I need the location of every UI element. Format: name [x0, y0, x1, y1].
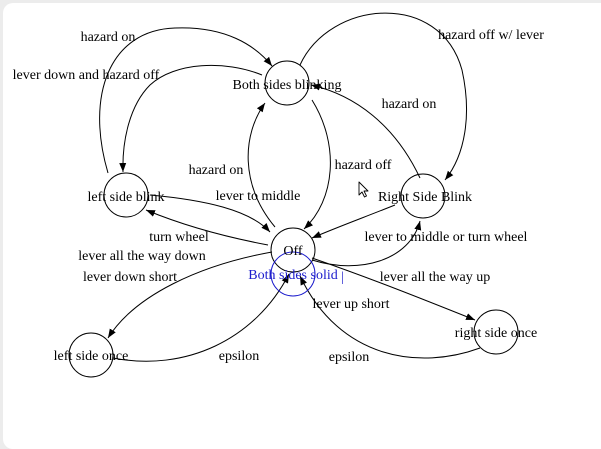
text-caret: |	[341, 270, 344, 285]
edge-left-blink-to-off[interactable]	[149, 194, 271, 233]
state-label-right-blink: Right Side Blink	[378, 190, 472, 205]
transition-label-hazard-on-center: hazard on	[189, 163, 244, 178]
state-label-left-once: left side once	[54, 349, 129, 364]
edge-both-blinking-to-right-blink[interactable]	[299, 12, 467, 181]
state-both-solid[interactable]	[270, 251, 316, 297]
state-off[interactable]	[270, 227, 316, 273]
transition-label-hazard-off-lever: hazard off w/ lever	[438, 28, 544, 43]
state-right-blink[interactable]	[400, 173, 446, 219]
transition-label-lever-to-middle: lever to middle	[216, 189, 301, 204]
transition-label-epsilon-right: epsilon	[329, 350, 369, 365]
transition-label-lever-up-short: lever up short	[313, 297, 390, 312]
edge-off-to-both-blinking[interactable]	[247, 102, 276, 228]
transition-label-hazard-on-right: hazard on	[382, 97, 437, 112]
diagram-canvas[interactable]	[3, 3, 601, 449]
state-both-blinking[interactable]	[264, 60, 310, 106]
state-right-once[interactable]	[473, 309, 519, 355]
state-label-both-blinking: Both sides blinking	[233, 78, 342, 93]
state-label-off: Off	[283, 244, 303, 259]
edge-right-once-to-off[interactable]	[299, 275, 481, 359]
transition-label-epsilon-left: epsilon	[219, 349, 259, 364]
transition-label-lever-down-short: lever down short	[83, 270, 177, 285]
edge-off-to-left-blink[interactable]	[145, 209, 269, 246]
edge-both-blinking-to-left-blink[interactable]	[119, 64, 263, 173]
edge-off-to-right-once[interactable]	[311, 257, 476, 321]
state-label-left-blink: left side blink	[88, 190, 165, 205]
edge-left-blink-to-both-blinking[interactable]	[99, 27, 273, 174]
edge-left-once-to-off[interactable]	[112, 273, 290, 362]
transition-label-turn-wheel: turn wheel	[149, 230, 209, 245]
state-left-blink[interactable]	[103, 172, 149, 218]
transition-label-lever-all-down: lever all the way down	[78, 249, 206, 264]
edge-off-to-left-once[interactable]	[107, 251, 273, 339]
edge-both-blinking-to-off[interactable]	[303, 99, 331, 230]
edge-right-blink-to-both-blinking[interactable]	[310, 83, 421, 179]
transition-label-hazard-off-center: hazard off	[335, 158, 392, 173]
transition-label-lever-down-hazard-off: lever down and hazard off	[13, 68, 160, 83]
edge-right-blink-to-off[interactable]	[311, 204, 396, 239]
state-label-both-solid: Both sides solid	[248, 268, 337, 283]
transition-label-lever-all-up: lever all the way up	[380, 270, 490, 285]
transition-label-lever-middle-or-wheel: lever to middle or turn wheel	[365, 230, 528, 245]
state-left-once[interactable]	[68, 332, 114, 378]
transition-label-hazard-on-top: hazard on	[81, 30, 136, 45]
state-label-right-once: right side once	[455, 326, 537, 341]
arrow-cursor-icon	[358, 181, 369, 198]
